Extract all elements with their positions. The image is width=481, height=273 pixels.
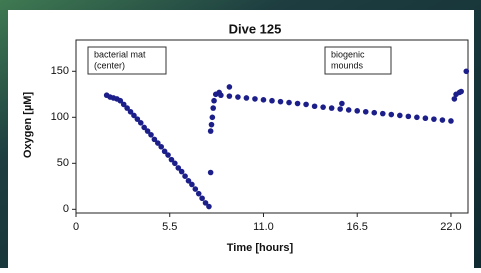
data-point: [179, 169, 185, 175]
data-point: [295, 101, 301, 107]
y-tick-label: 150: [51, 65, 69, 77]
x-tick-label: 22.0: [440, 221, 461, 233]
annotation: mounds: [331, 60, 364, 70]
data-point: [172, 161, 178, 167]
data-point: [193, 186, 199, 192]
annotation: bacterial mat: [94, 49, 146, 59]
data-point: [244, 95, 250, 101]
data-point: [199, 195, 205, 201]
x-tick-label: 11.0: [253, 221, 274, 233]
y-tick-label: 100: [51, 111, 69, 123]
data-point: [189, 182, 195, 188]
data-point: [329, 105, 335, 111]
data-point: [414, 114, 420, 120]
data-point: [397, 113, 403, 119]
data-point: [278, 99, 284, 105]
x-tick-label: 16.5: [347, 221, 368, 233]
data-point: [209, 122, 215, 128]
data-point: [158, 144, 164, 150]
data-point: [431, 116, 437, 122]
data-point: [182, 173, 188, 179]
chart: Dive 125 Time [hours] Oxygen [µM] bacter…: [0, 0, 481, 268]
data-point: [208, 128, 214, 134]
data-point: [423, 115, 429, 121]
data-point: [337, 106, 343, 112]
x-tick-label: 5.5: [162, 221, 177, 233]
data-point: [261, 97, 267, 103]
data-point: [206, 204, 212, 210]
data-point: [208, 170, 214, 176]
data-point: [312, 103, 318, 109]
data-point: [138, 120, 144, 126]
annotation: (center): [94, 60, 125, 70]
data-point: [363, 109, 369, 115]
data-point: [210, 105, 216, 111]
data-point: [252, 96, 258, 102]
data-point: [218, 92, 224, 98]
y-tick-label: 0: [63, 203, 69, 215]
data-point: [448, 118, 454, 124]
data-point: [320, 104, 326, 110]
data-point: [235, 94, 241, 100]
data-point: [354, 108, 360, 114]
x-tick-label: 0: [73, 221, 79, 233]
data-point: [227, 93, 233, 99]
data-point: [346, 107, 352, 113]
data-point: [165, 152, 171, 158]
data-point: [211, 98, 217, 104]
data-point: [463, 68, 469, 74]
data-point: [303, 102, 309, 108]
data-point: [286, 100, 292, 106]
chart-title: Dive 125: [229, 21, 282, 36]
x-axis-label: Time [hours]: [227, 242, 294, 254]
data-point: [406, 114, 412, 120]
data-point: [227, 84, 233, 90]
data-point: [371, 110, 377, 116]
data-point: [148, 132, 154, 138]
y-axis-label: Oxygen [µM]: [22, 92, 34, 159]
data-point: [339, 101, 345, 107]
data-point: [380, 111, 386, 117]
data-point: [458, 89, 464, 95]
annotation: biogenic: [331, 49, 365, 59]
data-point: [210, 114, 216, 120]
data-point: [196, 191, 202, 197]
data-point: [269, 98, 275, 104]
data-point: [440, 117, 446, 123]
y-tick-label: 50: [57, 157, 69, 169]
data-point: [389, 112, 395, 118]
